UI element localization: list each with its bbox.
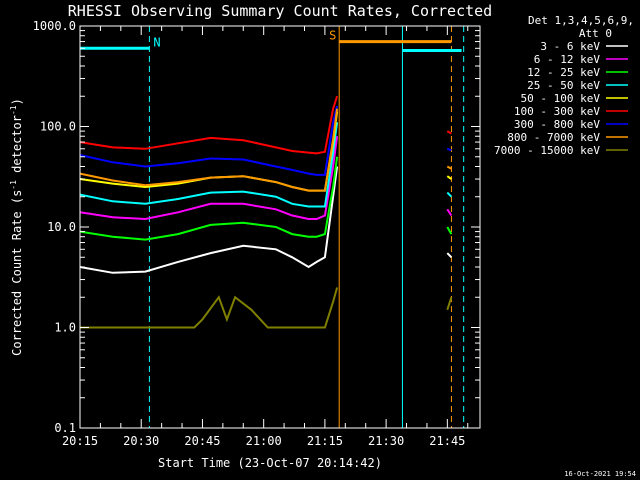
series-line	[446, 296, 453, 311]
x-tick-label: 20:15	[62, 434, 98, 448]
y-tick-label: 1.0	[54, 321, 76, 335]
series-line	[79, 108, 339, 192]
y-tick-label: 100.0	[40, 120, 76, 134]
series-line	[446, 208, 453, 217]
x-axis-label: Start Time (23-Oct-07 20:14:42)	[158, 456, 382, 470]
legend-header-2: Att 0	[579, 27, 612, 40]
x-tick-label: 21:00	[246, 434, 282, 448]
series-line	[446, 226, 453, 235]
legend-header-1: Det 1,3,4,5,6,9,	[528, 14, 634, 27]
y-tick-label: 1000.0	[33, 19, 76, 33]
series-line	[79, 136, 339, 221]
series-line	[79, 105, 339, 176]
series-line	[446, 130, 452, 135]
x-tick-label: 20:45	[184, 434, 220, 448]
legend-label: 800 - 7000 keV	[507, 131, 600, 144]
series-line	[79, 95, 339, 155]
legend-label: 50 - 100 keV	[521, 92, 601, 105]
legend-label: 100 - 300 keV	[514, 105, 600, 118]
legend-label: 300 - 800 keV	[514, 118, 600, 131]
chart-title: RHESSI Observing Summary Count Rates, Co…	[68, 2, 492, 20]
x-tick-label: 21:45	[429, 434, 465, 448]
x-axis-ticks: 20:15 20:30 20:45 21:00 21:15 21:30 21:45	[62, 26, 469, 448]
series-line	[446, 191, 453, 198]
x-tick-label: 21:15	[307, 434, 343, 448]
y-tick-label: 10.0	[47, 220, 76, 234]
x-tick-label: 21:30	[368, 434, 404, 448]
legend-label: 25 - 50 keV	[527, 79, 600, 92]
series-line	[79, 166, 339, 274]
series-line	[80, 287, 339, 329]
series-line	[446, 165, 452, 170]
series-line	[79, 122, 339, 208]
legend-label: 6 - 12 keV	[534, 53, 601, 66]
y-axis-label: Corrected Count Rate (s-1 detector-1)	[9, 98, 24, 356]
timestamp: 16-Oct-2021 19:54	[564, 470, 636, 478]
series-group	[79, 95, 453, 329]
series-line	[79, 156, 339, 241]
legend-label: 7000 - 15000 keV	[494, 144, 600, 157]
y-axis-ticks: 0.1 1.0 10.0 100.0 1000.0	[33, 19, 480, 435]
legend-label: 12 - 25 keV	[527, 66, 600, 79]
flag-label: N	[153, 35, 160, 49]
series-line	[446, 147, 452, 152]
legend-label: 3 - 6 keV	[540, 40, 600, 53]
flag-label: S	[329, 29, 336, 43]
series-line	[446, 252, 453, 258]
y-tick-label: 0.1	[54, 421, 76, 435]
series-line	[446, 175, 452, 180]
x-tick-label: 20:30	[123, 434, 159, 448]
plot-frame	[79, 25, 481, 429]
